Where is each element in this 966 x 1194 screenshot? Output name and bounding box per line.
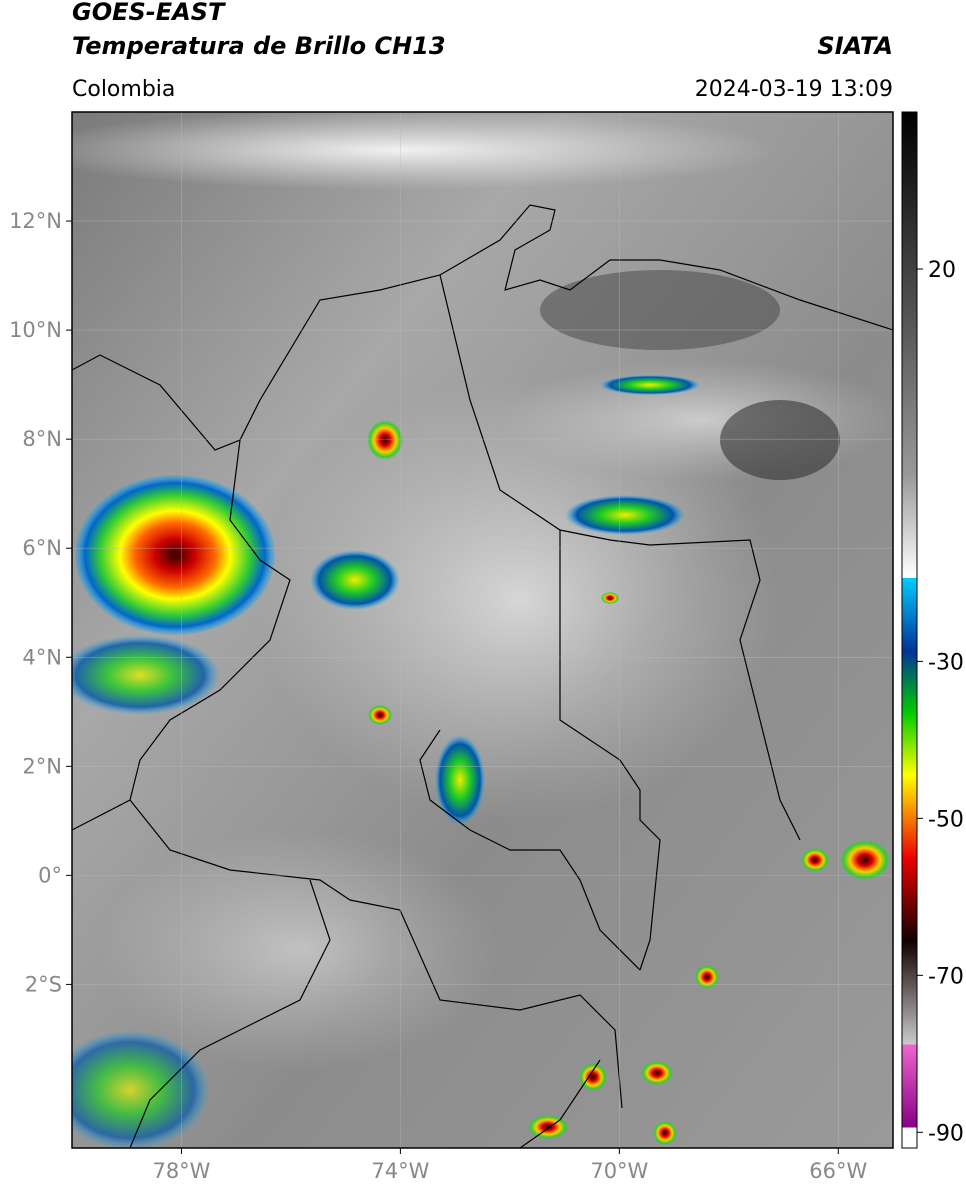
y-tick-label: 6°N [22,536,62,560]
x-tick-label: 70°W [590,1159,648,1183]
title: GOES-EAST [72,0,226,26]
source: SIATA [817,32,893,60]
x-tick-label: 74°W [371,1159,429,1183]
y-tick-label: 4°N [22,645,62,669]
title: Temperatura de Brillo CH13 [72,32,446,60]
x-tick-label: 66°W [809,1159,867,1183]
colorbar-label: -30 [928,650,964,675]
y-tick-label: 10°N [9,318,62,342]
colorbar-label: -50 [928,807,964,832]
map-frame [71,111,894,1149]
colorbar [901,111,918,1149]
colorbar-label: 20 [928,258,956,283]
x-tick-label: 78°W [152,1159,210,1183]
colorbar-label: -70 [928,964,964,989]
colorbar-label: -90 [928,1121,964,1146]
y-tick-label: 0° [38,863,62,887]
y-tick-label: 2°N [22,754,62,778]
y-tick-label: 8°N [22,427,62,451]
y-tick-label: 2°S [25,972,62,996]
y-tick-label: 12°N [9,209,62,233]
satellite-image [72,112,893,1148]
region: Colombia [72,77,175,102]
datetime: 2024-03-19 13:09 [695,77,893,102]
